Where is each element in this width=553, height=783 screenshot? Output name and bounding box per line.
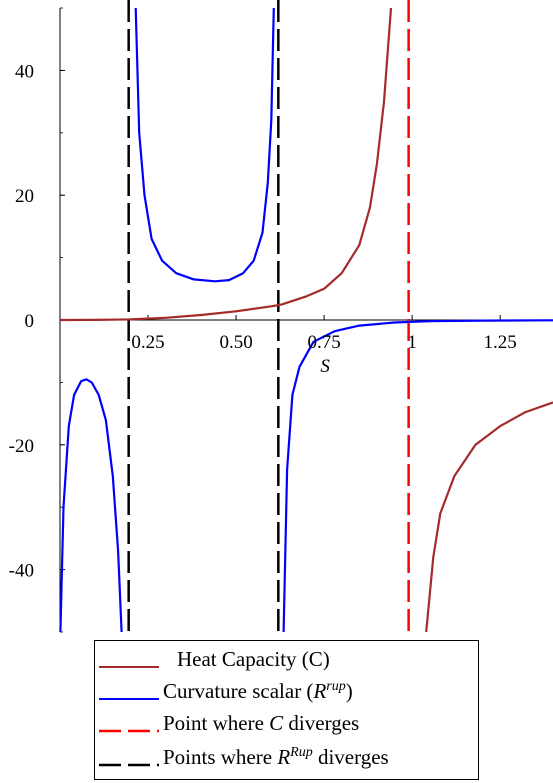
curve-curvature-segment xyxy=(282,319,553,633)
legend-label-curvature-var: R xyxy=(313,679,327,703)
legend-label-r-suffix: diverges xyxy=(312,745,389,769)
legend-swatch-c-diverges xyxy=(99,721,159,733)
legend-label-curvature-sup: rup xyxy=(326,679,346,694)
legend-label-curvature: Curvature scalar (Rrup) xyxy=(163,679,353,704)
legend-item-curvature: Curvature scalar (Rrup) xyxy=(95,677,478,707)
y-tick-label: 20 xyxy=(15,186,34,207)
legend-item-r-diverges: Points where RRup diverges xyxy=(95,743,478,773)
y-tick-label: -20 xyxy=(9,436,34,457)
legend-label-r-diverges: Points where RRup diverges xyxy=(163,745,389,770)
curve-curvature-segment xyxy=(59,378,123,633)
curve-curvature-segment xyxy=(134,7,275,283)
y-tick-label: 0 xyxy=(25,311,35,332)
divergence-lines xyxy=(127,0,410,632)
legend-item-c-diverges: Point where C diverges xyxy=(95,709,478,739)
x-tick-label: 1.25 xyxy=(484,332,517,353)
x-tick-label: 0.50 xyxy=(219,332,252,353)
legend-label-r-sup: Rup xyxy=(290,745,313,760)
legend-label-c-var: C xyxy=(269,711,284,735)
x-tick-label: 1 xyxy=(407,332,417,353)
legend-label-curvature-suffix: ) xyxy=(345,679,353,703)
legend-label-r-prefix: Points where xyxy=(163,745,278,769)
chart-curves xyxy=(59,7,553,633)
legend-swatch-r-diverges xyxy=(99,755,159,767)
y-tick-label: 40 xyxy=(15,61,34,82)
legend-swatch-heat-capacity xyxy=(99,657,159,668)
legend-item-heat-capacity: Heat Capacity (C) xyxy=(95,645,478,675)
curve-heat-capacity-segment xyxy=(59,7,393,322)
legend-label-c-suffix: diverges xyxy=(283,711,360,735)
legend-label-c-diverges: Point where C diverges xyxy=(163,711,359,736)
legend-label-c-prefix: Point where xyxy=(163,711,270,735)
legend-label-r-var: R xyxy=(277,745,291,769)
x-axis-label: S xyxy=(320,356,330,377)
tick-labels: 40 20 0 -20 -40 0.25 0.50 0.75 1 1.25 S xyxy=(9,61,517,581)
y-tick-label: -40 xyxy=(9,561,34,582)
x-tick-label: 0.75 xyxy=(307,332,340,353)
legend-label-heat-capacity: Heat Capacity (C) xyxy=(177,647,330,671)
x-tick-label: 0.25 xyxy=(131,332,164,353)
chart-plot: 40 20 0 -20 -40 0.25 0.50 0.75 1 1.25 S xyxy=(9,0,553,633)
curve-heat-capacity-segment xyxy=(425,401,553,633)
legend-label-curvature-prefix: Curvature scalar ( xyxy=(163,679,314,703)
chart-legend: Heat Capacity (C) Curvature scalar (Rrup… xyxy=(94,640,479,780)
legend-swatch-curvature xyxy=(99,689,159,700)
